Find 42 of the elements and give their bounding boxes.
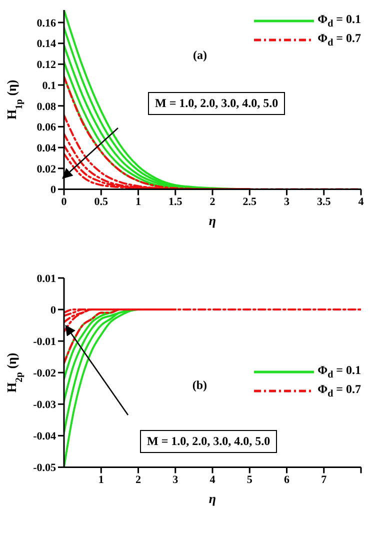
x-tick-label: 2 (136, 474, 142, 486)
y-tick-label: 0.1 (42, 80, 56, 92)
x-tick-label: 0 (61, 196, 68, 208)
x-tick-label: 4 (210, 474, 216, 486)
x-tick-label: 4 (358, 196, 364, 208)
y-tick-label: 0 (50, 184, 56, 196)
y-tick-label: 0.06 (36, 122, 56, 134)
y-tick-label: -0.05 (33, 462, 56, 474)
x-tick-label: 2 (210, 196, 216, 208)
x-axis-title: η (208, 213, 216, 228)
annotation: M = 1.0, 2.0, 3.0, 4.0, 5.0 (155, 96, 278, 110)
y-tick-label: -0.03 (33, 399, 56, 412)
x-tick-label: 6 (284, 474, 290, 486)
y-tick-label: 0.16 (36, 17, 56, 30)
x-tick-label: 7 (321, 474, 328, 486)
y-tick-label: -0.02 (33, 368, 56, 380)
x-tick-label: 3 (172, 474, 179, 486)
y-tick-label: 0 (50, 304, 56, 316)
x-tick-label: 3.5 (317, 196, 332, 208)
y-tick-label: 0.01 (36, 272, 56, 285)
x-tick-label: 1 (136, 196, 141, 208)
y-tick-label: 0.12 (36, 59, 56, 72)
y-tick-label: 0.08 (36, 100, 56, 113)
x-tick-label: 2.5 (242, 196, 257, 208)
legend-label: Φ$_{d}$ = 0.7 (318, 382, 361, 400)
annotation: (b) (192, 378, 207, 392)
legend-label: Φ$_{d}$ = 0.1 (318, 363, 361, 380)
y-tick-label: 0.02 (36, 163, 56, 176)
x-tick-label: 0.5 (94, 196, 108, 208)
x-axis-title: η (208, 491, 216, 506)
y-tick-label: -0.01 (33, 336, 56, 348)
legend-label: Φ$_{d}$ = 0.1 (318, 12, 361, 30)
legend-label: Φ$_{d}$ = 0.7 (318, 31, 361, 49)
y-tick-label: 0.04 (36, 142, 56, 154)
y-tick-label: -0.04 (33, 430, 56, 443)
annotation: M = 1.0, 2.0, 3.0, 4.0, 5.0 (147, 434, 270, 448)
annotation: (a) (193, 48, 207, 62)
y-tick-label: 0.14 (36, 38, 56, 50)
x-tick-label: 3 (284, 196, 290, 208)
x-tick-label: 1.5 (168, 196, 183, 208)
x-tick-label: 5 (246, 474, 253, 486)
x-tick-label: 1 (98, 474, 104, 486)
